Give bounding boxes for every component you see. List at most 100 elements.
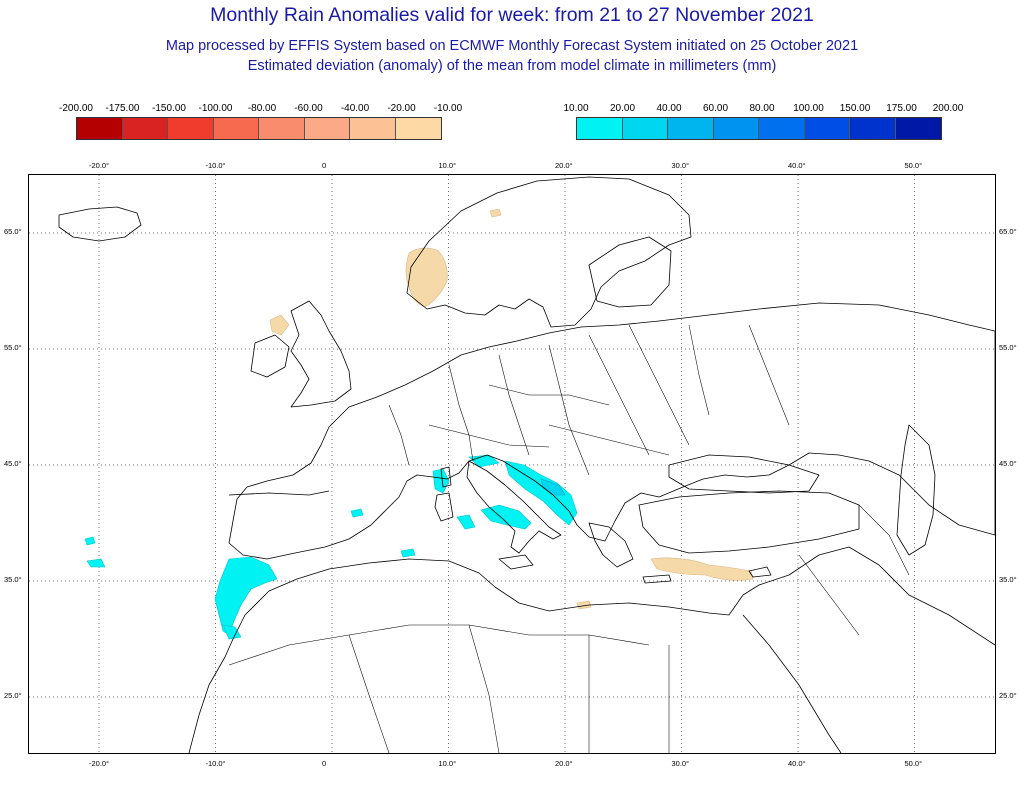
longitude-tick-top: -20.0° bbox=[89, 161, 110, 170]
legend-wet-swatches bbox=[576, 117, 942, 140]
turkey-outline bbox=[638, 490, 860, 554]
anomaly-crete-cyprus bbox=[650, 557, 754, 581]
map-subtitle-processing: Map processed by EFFIS System based on E… bbox=[165, 38, 859, 54]
legend_dry-label: -10.00 bbox=[433, 103, 463, 114]
anomaly-norway-coast bbox=[489, 208, 502, 218]
iberia-border bbox=[228, 490, 330, 496]
cyprus-outline bbox=[748, 566, 772, 578]
corsica-outline bbox=[440, 466, 452, 488]
legend_dry-label: -175.00 bbox=[105, 103, 140, 114]
map-subtitle-units: Estimated deviation (anomaly) of the mea… bbox=[247, 58, 777, 74]
legend_dry-swatch bbox=[350, 118, 396, 139]
legend_wet-label: 10.00 bbox=[563, 103, 589, 114]
legend_dry-swatch bbox=[395, 118, 441, 139]
anomaly-adriatic bbox=[504, 460, 578, 526]
sicily-outline bbox=[498, 554, 534, 570]
legend_dry-label: -200.00 bbox=[59, 103, 93, 114]
legend_dry-swatch bbox=[304, 118, 350, 139]
anomaly-scotland bbox=[269, 314, 290, 336]
legend_dry-swatch bbox=[213, 118, 259, 139]
legend_wet-swatch bbox=[804, 118, 850, 139]
legend_wet-label: 150.00 bbox=[839, 103, 871, 114]
great-britain-outline bbox=[290, 300, 352, 408]
legend_wet-swatch bbox=[577, 118, 623, 139]
legend-dry-swatches bbox=[76, 117, 442, 140]
graticule bbox=[29, 175, 995, 753]
longitude-tick-bottom: 30.0° bbox=[671, 759, 690, 768]
legend_wet-label: 60.00 bbox=[702, 103, 729, 114]
latitude-tick-right: 55.0° bbox=[999, 343, 1017, 352]
latitude-tick-left: 65.0° bbox=[4, 227, 22, 236]
caspian-outline bbox=[896, 424, 936, 556]
latitude-tick-left: 25.0° bbox=[4, 691, 22, 700]
anomaly-balkans bbox=[540, 478, 566, 496]
europe-map[interactable] bbox=[29, 175, 995, 753]
legend_wet-swatch bbox=[713, 118, 759, 139]
map-frame[interactable] bbox=[28, 174, 996, 754]
italy-outline bbox=[466, 460, 562, 554]
north-africa-outline bbox=[188, 546, 995, 753]
longitude-tick-top: 10.0° bbox=[438, 161, 457, 170]
longitude-tick-top: 50.0° bbox=[904, 161, 923, 170]
legend_dry-swatch bbox=[122, 118, 168, 139]
anomaly-azores bbox=[84, 536, 96, 546]
scandinavia-outline bbox=[406, 176, 692, 328]
coastlines bbox=[58, 176, 995, 753]
iceland-outline bbox=[58, 206, 142, 242]
legend_wet-label: 80.00 bbox=[749, 103, 775, 114]
longitude-tick-bottom: -10.0° bbox=[205, 759, 226, 768]
legend_wet-label: 40.00 bbox=[656, 103, 682, 114]
latitude-tick-right: 65.0° bbox=[999, 227, 1017, 236]
latitude-tick-right: 25.0° bbox=[999, 691, 1017, 700]
legend_wet-label: 200.00 bbox=[932, 103, 964, 114]
longitude-tick-top: 40.0° bbox=[788, 161, 806, 170]
longitude-tick-top: 30.0° bbox=[671, 161, 690, 170]
greece-outline bbox=[588, 522, 634, 568]
legend_dry-label: -20.00 bbox=[387, 103, 416, 114]
latitude-tick-left: 55.0° bbox=[4, 343, 22, 352]
longitude-tick-bottom: 50.0° bbox=[904, 759, 923, 768]
longitude-tick-bottom: 0 bbox=[322, 759, 327, 768]
legend_dry-label: -40.00 bbox=[340, 103, 370, 114]
black-sea-outline bbox=[668, 454, 820, 494]
legend_dry-swatch bbox=[168, 118, 214, 139]
longitude-tick-top: 20.0° bbox=[555, 161, 573, 170]
anomaly-sardinia bbox=[456, 514, 476, 530]
country-borders bbox=[228, 324, 910, 753]
legend_dry-swatch bbox=[259, 118, 305, 139]
longitude-tick-bottom: -20.0° bbox=[89, 759, 110, 768]
longitude-tick-bottom: 10.0° bbox=[438, 759, 457, 768]
anomaly-madeira bbox=[86, 558, 106, 568]
anomaly-southern-norway bbox=[405, 247, 448, 308]
legend_wet-label: 20.00 bbox=[609, 103, 636, 114]
legend_dry-swatch bbox=[77, 118, 123, 139]
legend_dry-label: -150.00 bbox=[152, 103, 186, 114]
legend_wet-swatch bbox=[622, 118, 668, 139]
latitude-tick-right: 35.0° bbox=[999, 575, 1017, 584]
anomaly-north-italy bbox=[468, 454, 500, 468]
legend_wet-swatch bbox=[850, 118, 896, 139]
legend_dry-label: -80.00 bbox=[247, 103, 277, 114]
legend_dry-label: -100.00 bbox=[198, 103, 233, 114]
latitude-tick-left: 35.0° bbox=[4, 575, 22, 584]
anomaly-morocco-south bbox=[222, 624, 242, 640]
finland-outline bbox=[588, 236, 672, 308]
anomaly-tyrrhenian bbox=[480, 504, 532, 530]
continental-europe-outline bbox=[228, 302, 995, 560]
ireland-outline bbox=[250, 334, 290, 378]
longitude-tick-top: -10.0° bbox=[205, 161, 226, 170]
crete-outline bbox=[642, 574, 672, 584]
latitude-tick-right: 45.0° bbox=[999, 459, 1017, 468]
legend_wet-swatch bbox=[759, 118, 805, 139]
longitude-tick-top: 0 bbox=[322, 161, 327, 170]
sardinia-outline bbox=[434, 492, 454, 522]
latitude-tick-left: 45.0° bbox=[4, 459, 22, 468]
longitude-tick-bottom: 20.0° bbox=[555, 759, 573, 768]
legend_wet-swatch bbox=[668, 118, 714, 139]
anomaly-areas bbox=[84, 208, 754, 640]
legend_wet-label: 175.00 bbox=[886, 103, 917, 114]
legend_dry-label: -60.00 bbox=[294, 103, 323, 114]
anomaly-canary bbox=[400, 548, 416, 558]
red-sea-outline bbox=[742, 614, 842, 753]
longitude-tick-bottom: 40.0° bbox=[788, 759, 806, 768]
